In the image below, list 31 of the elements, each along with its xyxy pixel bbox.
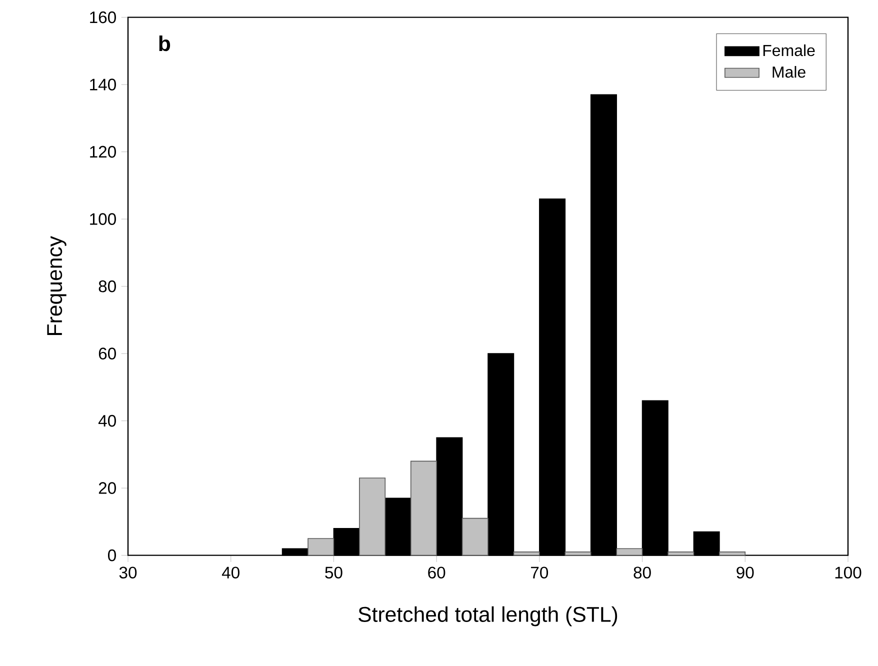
- bar: [616, 548, 643, 556]
- y-tick-label: 20: [98, 482, 116, 494]
- y-axis-title: Frequency: [47, 236, 66, 335]
- y-tick-label: 60: [98, 348, 116, 360]
- y-tick-label: 40: [98, 414, 116, 427]
- bar: [719, 552, 746, 556]
- bar: [513, 552, 540, 556]
- bar: [308, 538, 334, 556]
- y-tick-label: 160: [90, 11, 116, 24]
- bar: [564, 552, 592, 556]
- y-tick-label: 100: [90, 213, 116, 225]
- annotation: b: [159, 35, 170, 52]
- bar: [359, 478, 386, 556]
- bar: [462, 518, 488, 556]
- x-tick-label: 50: [325, 566, 342, 579]
- x-axis-title: Stretched total length (STL): [358, 606, 618, 626]
- x-tick-label: 90: [736, 566, 754, 579]
- x-tick-label: 80: [634, 566, 651, 579]
- x-tick-label: 70: [531, 566, 548, 579]
- y-tick-label: 0: [108, 549, 116, 562]
- legend-label: Male: [772, 66, 806, 78]
- x-tick-label: 30: [119, 566, 137, 579]
- y-tick-label: 120: [90, 146, 116, 158]
- legend-label: Female: [763, 44, 815, 56]
- y-tick-label: 140: [90, 78, 116, 90]
- x-tick-label: 60: [428, 566, 446, 579]
- x-tick-label: 100: [835, 566, 862, 579]
- bar: [668, 552, 694, 556]
- bar: [410, 460, 437, 556]
- y-tick-label: 80: [98, 280, 116, 292]
- x-tick-label: 40: [222, 566, 240, 579]
